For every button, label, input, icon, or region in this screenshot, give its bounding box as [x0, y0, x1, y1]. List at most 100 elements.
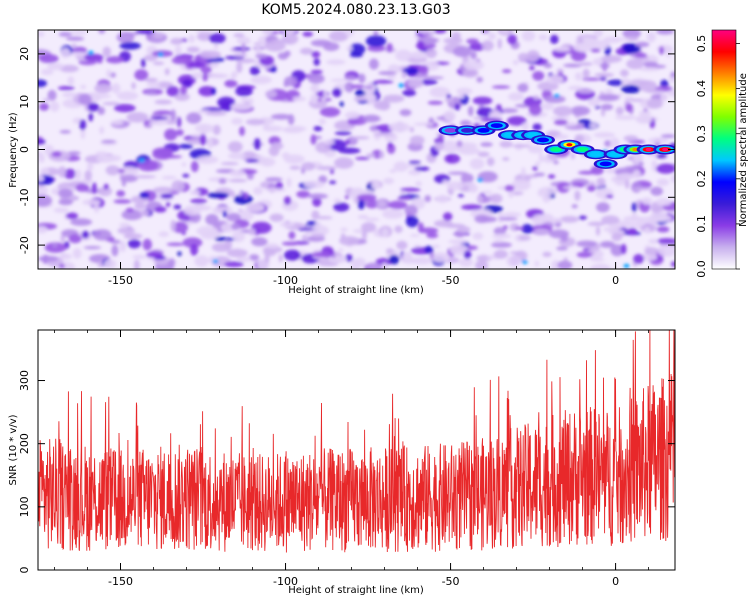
- noise-blob: [521, 30, 536, 42]
- noise-blob: [626, 58, 645, 70]
- noise-blob: [577, 89, 594, 94]
- noise-blob: [265, 90, 277, 98]
- noise-blob: [600, 103, 614, 111]
- noise-blob: [448, 239, 468, 244]
- noise-blob: [51, 151, 62, 158]
- noise-blob: [146, 251, 163, 258]
- noise-blob: [59, 253, 72, 260]
- noise-blob: [497, 38, 502, 49]
- noise-blob: [375, 257, 393, 266]
- snr-line-path: [38, 330, 675, 553]
- noise-blob: [590, 48, 601, 53]
- noise-blob: [179, 143, 194, 149]
- noise-blob: [405, 215, 419, 228]
- noise-blob: [283, 196, 292, 206]
- noise-blob: [381, 262, 388, 269]
- noise-blob: [388, 122, 410, 133]
- noise-blob: [222, 210, 228, 218]
- noise-blob: [311, 251, 332, 258]
- noise-blob: [476, 76, 484, 83]
- noise-blob: [650, 186, 663, 196]
- noise-blob: [578, 215, 587, 220]
- noise-blob: [486, 157, 495, 167]
- noise-blob: [512, 59, 519, 65]
- noise-blob: [409, 126, 415, 133]
- noise-blob: [339, 101, 344, 107]
- noise-blob: [229, 170, 246, 177]
- noise-blob: [377, 199, 386, 208]
- noise-blob: [646, 98, 663, 109]
- noise-blob: [228, 178, 248, 183]
- noise-blob: [466, 38, 479, 45]
- noise-blob: [78, 94, 92, 105]
- noise-blob: [227, 141, 243, 153]
- noise-blob: [93, 229, 112, 241]
- noise-blob: [314, 221, 321, 230]
- noise-blob: [113, 199, 132, 204]
- noise-blob: [670, 71, 675, 78]
- noise-blob: [182, 173, 190, 178]
- noise-blob: [339, 236, 360, 246]
- noise-blob: [660, 134, 675, 139]
- noise-blob: [656, 163, 675, 174]
- noise-blob: [326, 59, 346, 65]
- spectrogram-y-label: Frequency (Hz): [8, 112, 19, 188]
- noise-blob: [396, 240, 408, 250]
- noise-blob: [548, 229, 570, 239]
- noise-blob: [506, 255, 521, 267]
- noise-blob: [365, 217, 380, 222]
- noise-blob: [95, 151, 108, 156]
- noise-blob: [199, 134, 207, 146]
- noise-blob: [44, 242, 67, 253]
- noise-blob: [328, 30, 349, 42]
- noise-blob: [255, 47, 262, 56]
- noise-blob: [270, 113, 292, 120]
- noise-blob: [410, 79, 423, 87]
- noise-blob: [447, 171, 468, 175]
- noise-blob: [116, 190, 126, 197]
- noise-blob: [365, 35, 387, 47]
- noise-blob: [316, 166, 337, 171]
- noise-blob: [504, 185, 515, 192]
- noise-blob: [243, 192, 249, 200]
- noise-blob: [79, 119, 87, 131]
- noise-blob: [535, 161, 540, 167]
- noise-blob: [40, 167, 50, 177]
- ridge-core-10: [576, 147, 589, 152]
- noise-blob: [230, 102, 253, 111]
- noise-blob: [604, 140, 612, 147]
- noise-blob: [235, 58, 256, 64]
- noise-blob: [480, 142, 493, 147]
- noise-blob: [303, 180, 325, 189]
- noise-blob: [134, 69, 149, 81]
- noise-blob: [357, 214, 369, 220]
- spec-ytick-label-0: -20: [18, 236, 31, 254]
- noise-blob: [220, 162, 239, 166]
- noise-blob: [250, 75, 272, 85]
- noise-blob: [422, 33, 429, 37]
- noise-blob: [67, 76, 75, 86]
- noise-blob: [329, 180, 337, 185]
- noise-blob: [556, 246, 568, 251]
- noise-blob: [634, 53, 648, 58]
- noise-blob: [198, 86, 216, 97]
- noise-hotspot: [477, 177, 484, 182]
- noise-blob: [135, 30, 155, 34]
- noise-blob: [70, 52, 87, 57]
- noise-blob: [60, 47, 71, 59]
- noise-blob: [213, 42, 219, 50]
- noise-blob: [230, 222, 241, 231]
- noise-blob: [547, 218, 563, 223]
- noise-blob: [288, 231, 296, 240]
- noise-blob: [481, 190, 493, 194]
- noise-blob: [567, 85, 584, 91]
- snr-xtick-label-1: -100: [273, 575, 298, 588]
- noise-blob: [518, 235, 531, 241]
- noise-blob: [134, 175, 156, 179]
- noise-blob: [538, 186, 559, 195]
- noise-blob: [60, 234, 65, 243]
- noise-blob: [456, 87, 473, 95]
- noise-blob: [171, 180, 185, 193]
- snr-x-label: Height of straight line (km): [288, 585, 424, 596]
